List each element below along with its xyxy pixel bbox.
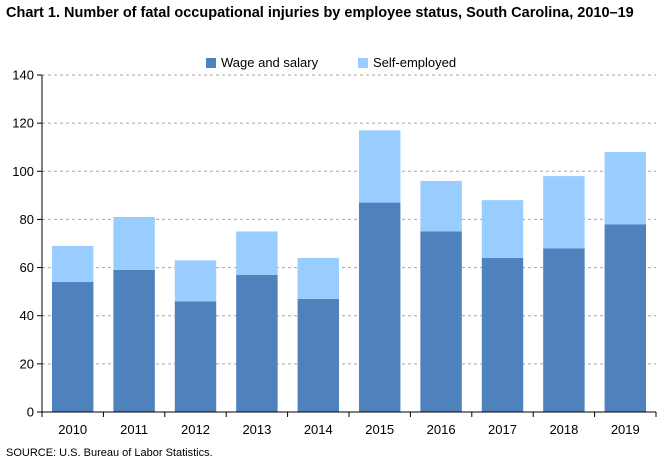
legend-item-self-employed: Self-employed: [358, 55, 456, 70]
bar-wage-and-salary-2013: [236, 274, 278, 412]
bar-wage-and-salary-2017: [481, 257, 524, 412]
legend-swatch-wage-and-salary: [206, 57, 216, 68]
x-tick-label: 2010: [58, 422, 87, 437]
bar-wage-and-salary-2012: [174, 301, 217, 412]
y-tick-label: 40: [20, 308, 34, 323]
bar-wage-and-salary-2011: [113, 269, 155, 412]
bar-wage-and-salary-2015: [358, 202, 401, 412]
legend-label-self-employed: Self-employed: [373, 55, 457, 70]
x-tick-label: 2017: [488, 422, 517, 437]
bar-wage-and-salary-2016: [420, 231, 462, 412]
legend-label-wage-and-salary: Wage and salary: [221, 55, 319, 70]
bar-wage-and-salary-2018: [543, 248, 585, 412]
y-tick-label: 120: [12, 116, 34, 131]
bar-self-employed-2015: [358, 130, 401, 203]
bar-self-employed-2018: [543, 176, 585, 249]
chart-legend: Wage and salary Self-employed: [0, 55, 668, 71]
x-tick-label: 2016: [427, 422, 456, 437]
x-tick-label: 2012: [181, 422, 210, 437]
chart-title: Chart 1. Number of fatal occupational in…: [6, 5, 634, 21]
x-tick-label: 2018: [549, 422, 578, 437]
legend-swatch-self-employed: [358, 57, 368, 68]
legend-item-wage-and-salary: Wage and salary: [206, 55, 318, 70]
bar-self-employed-2016: [420, 180, 462, 232]
bar-wage-and-salary-2019: [604, 224, 647, 412]
x-tick-label: 2014: [304, 422, 333, 437]
x-tick-label: 2015: [365, 422, 394, 437]
bar-self-employed-2013: [236, 231, 278, 275]
bar-self-employed-2017: [481, 200, 524, 258]
y-tick-label: 100: [12, 164, 34, 179]
y-tick-label: 80: [20, 212, 34, 227]
bar-wage-and-salary-2010: [51, 282, 94, 412]
x-tick-label: 2013: [242, 422, 271, 437]
source-note: SOURCE: U.S. Bureau of Labor Statistics.: [6, 447, 213, 459]
bar-self-employed-2011: [113, 217, 155, 270]
bar-self-employed-2014: [297, 257, 340, 299]
bar-wage-and-salary-2014: [297, 298, 340, 412]
y-tick-label: 20: [20, 356, 34, 371]
bar-self-employed-2019: [604, 152, 647, 225]
y-tick-label: 60: [20, 260, 34, 275]
y-tick-label: 140: [12, 68, 34, 83]
y-tick-label: 0: [27, 405, 34, 420]
bar-self-employed-2010: [51, 245, 94, 283]
x-tick-label: 2011: [120, 422, 148, 437]
x-tick-label: 2019: [611, 422, 640, 437]
bar-self-employed-2012: [174, 260, 217, 302]
